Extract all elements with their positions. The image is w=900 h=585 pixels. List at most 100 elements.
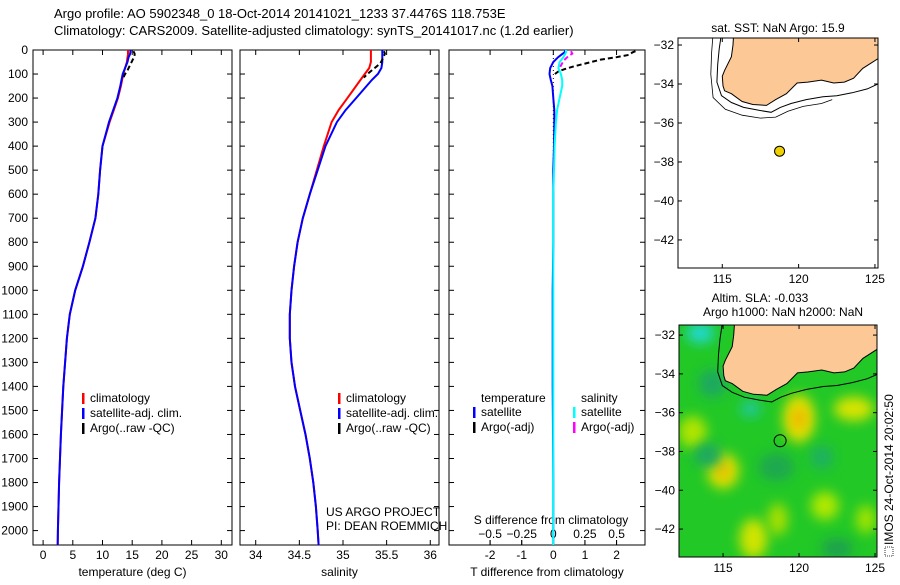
depth-tick-label: 1800 [1,476,28,490]
legend-swatch [473,422,476,433]
legend-swatch [573,422,576,433]
salinity-series-satellite-adj-clim- [288,50,384,546]
salinity-xlabel: salinity [321,565,358,579]
sst-map-ytick-label: −42 [654,233,675,247]
imos-logo-icon [884,546,894,557]
sla-map-ytick-label: −32 [655,328,676,342]
legend-swatch [338,423,341,434]
depth-tick-label: 1000 [1,283,28,297]
sst-map-ytick-label: −40 [654,194,675,208]
legend-swatch [338,393,341,404]
isobath-contour [717,325,877,403]
sst-map-frame [677,37,879,269]
difference-xtick-label: -2 [485,548,496,562]
sst-map-ytick-label: −36 [654,116,675,130]
depth-tick-label: 100 [8,67,28,81]
temperature-xtick-label: 0 [40,548,47,562]
difference-series-temperature-satellite [548,49,567,545]
legend-label-salinity: Argo(-adj) [581,420,634,434]
sla-map-ytick-label: −38 [655,444,676,458]
sla-anomaly-patch [810,491,839,520]
salinity-plot-frame [239,49,440,546]
salinity-legend-label: climatology [346,391,406,405]
depth-tick-label: 900 [8,259,28,273]
difference-xtick-label: 2 [613,548,620,562]
isobath-contour-deep [710,38,833,119]
salinity-difference-tick-label: −0.25 [507,527,538,541]
difference-series-salinity-argo-adj- [558,50,574,69]
sla-anomaly-patch [767,503,788,536]
sst-map-xtick-label: 125 [865,272,885,286]
difference-xtick-label: 1 [582,548,589,562]
imos-timestamp: IMOS 24-Oct-2014 20:02:50 [882,394,896,545]
depth-tick-label: 1600 [1,427,28,441]
sla-anomaly-patch [833,396,874,421]
legend-label-temperature: Argo(-adj) [481,420,534,434]
difference-xlabel: T difference from climatology [470,565,624,579]
legend-heading-salinity: salinity [581,391,618,405]
salinity-difference-tick-label: −0.5 [478,527,502,541]
sst-map-xtick-label: 120 [789,272,809,286]
depth-tick-label: 1700 [1,451,28,465]
salinity-xtick-label: 34.5 [288,548,312,562]
sla-map-ytick-label: −34 [655,367,676,381]
credit-text: PI: DEAN ROEMMICH [326,519,447,533]
sla-anomaly-patch [821,538,854,557]
sla-anomaly-patch [679,416,707,449]
depth-tick-label: 1500 [1,403,28,417]
sla-map-xtick-label: 125 [865,561,885,575]
sla-anomaly-patch [739,518,768,557]
legend-heading-temperature: temperature [481,391,546,405]
sla-anomaly-patch [717,463,730,478]
depth-tick-label: 800 [8,235,28,249]
salinity-xtick-label: 35 [336,548,350,562]
argo-float-marker [774,145,786,157]
temperature-legend-label: Argo(..raw -QC) [90,421,175,435]
sla-anomaly-patch [693,443,722,468]
temperature-series-satellite-adj-clim- [56,50,132,546]
depth-tick-label: 300 [8,115,28,129]
sst-map-ytick-label: −32 [654,38,675,52]
depth-tick-label: 1400 [1,379,28,393]
temperature-xtick-label: 10 [96,548,110,562]
salinity-series-climatology [288,50,372,546]
temperature-xtick-label: 25 [185,548,199,562]
sla-map-title-line2: Argo h1000: NaN h2000: NaN [703,305,863,319]
salinity-xtick-label: 34 [249,548,263,562]
sst-map-title: sat. SST: NaN Argo: 15.9 [711,21,845,35]
sla-anomaly-patch [698,369,727,398]
difference-xtick-label: 0 [550,548,557,562]
sst-map-map-area [710,38,878,157]
sla-map-xtick-label: 120 [789,561,809,575]
depth-tick-label: 1300 [1,355,28,369]
salinity-xtick-label: 36 [424,548,438,562]
legend-swatch [82,408,85,419]
salinity-difference-axis-label: S difference from climatology [474,513,629,527]
depth-tick-label: 400 [8,139,28,153]
temperature-xtick-label: 5 [69,548,76,562]
sla-map-map-area [679,325,877,557]
sla-anomaly-patch [740,400,761,417]
legend-swatch [82,423,85,434]
legend-swatch [338,408,341,419]
australia-land [721,38,878,106]
depth-tick-label: 1900 [1,500,28,514]
depth-tick-label: 700 [8,211,28,225]
sla-anomaly-patch [809,445,834,470]
difference-series-salinity-satellite [552,50,567,545]
sla-map-ytick-label: −40 [655,483,676,497]
depth-tick-label: 1200 [1,331,28,345]
temperature-series-argo-raw-qc- [122,50,136,79]
sst-map-xtick-label: 115 [713,272,732,286]
difference-plot-frame [448,49,646,546]
argo-float-marker [773,434,787,448]
depth-tick-label: 0 [21,43,28,57]
sla-map-title-line1: Altim. SLA: -0.033 [712,291,809,305]
salinity-difference-tick-label: 0.5 [608,527,625,541]
isobath-contour [716,38,878,113]
sla-map-xtick-label: 115 [713,561,732,575]
legend-label-salinity: satellite [581,405,622,419]
temperature-xtick-label: 30 [215,548,229,562]
sla-map-ytick-label: −36 [655,406,676,420]
temperature-xtick-label: 20 [155,548,169,562]
